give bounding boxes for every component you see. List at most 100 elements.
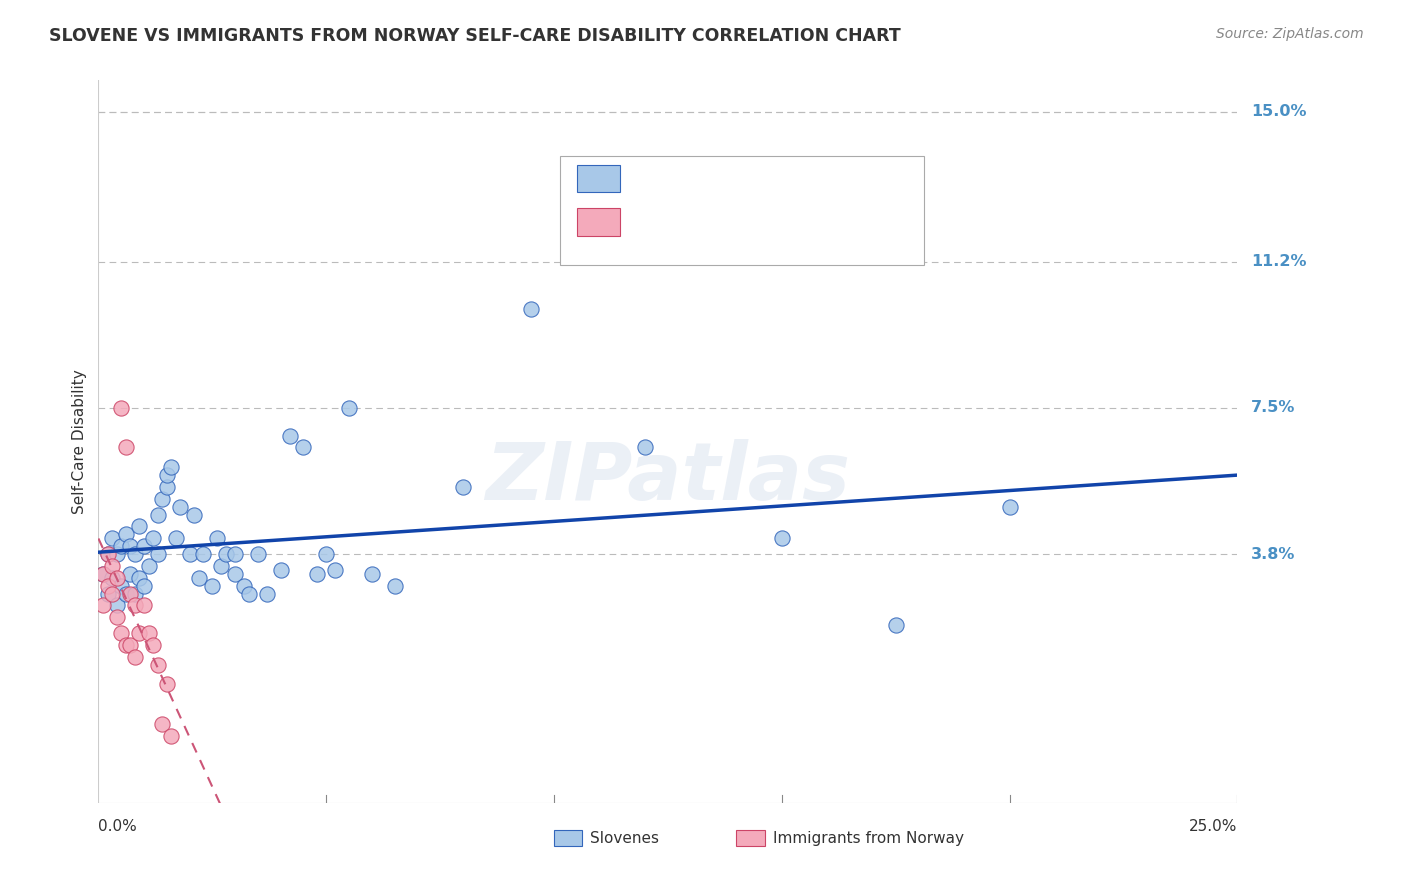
Point <box>150 491 173 506</box>
Point <box>165 531 187 545</box>
Point <box>105 571 128 585</box>
Text: ZIPatlas: ZIPatlas <box>485 439 851 516</box>
Point <box>120 566 142 581</box>
Point <box>998 500 1021 514</box>
Point <box>96 579 118 593</box>
Point <box>110 579 132 593</box>
Point <box>451 480 474 494</box>
Point <box>138 558 160 573</box>
Point <box>91 566 114 581</box>
Point <box>101 571 124 585</box>
Text: R = 0.055    N = 58: R = 0.055 N = 58 <box>631 169 807 187</box>
Point <box>128 571 150 585</box>
Point <box>101 531 124 545</box>
Point <box>105 547 128 561</box>
Point <box>146 508 169 522</box>
FancyBboxPatch shape <box>554 830 582 847</box>
Text: Slovenes: Slovenes <box>591 830 659 846</box>
Point <box>128 519 150 533</box>
Point <box>209 558 232 573</box>
Text: Immigrants from Norway: Immigrants from Norway <box>773 830 963 846</box>
Point <box>884 618 907 632</box>
Point <box>224 547 246 561</box>
Text: 25.0%: 25.0% <box>1189 819 1237 834</box>
Text: SLOVENE VS IMMIGRANTS FROM NORWAY SELF-CARE DISABILITY CORRELATION CHART: SLOVENE VS IMMIGRANTS FROM NORWAY SELF-C… <box>49 27 901 45</box>
Point <box>156 468 179 483</box>
Point <box>520 302 543 317</box>
Point <box>96 547 118 561</box>
Point <box>124 547 146 561</box>
Point <box>246 547 269 561</box>
Point <box>142 638 165 652</box>
Point <box>179 547 201 561</box>
Point <box>770 531 793 545</box>
FancyBboxPatch shape <box>560 156 924 265</box>
Point <box>91 566 114 581</box>
Point <box>124 599 146 613</box>
Point <box>278 428 301 442</box>
Point <box>205 531 228 545</box>
Point <box>156 480 179 494</box>
Point <box>105 610 128 624</box>
Text: 15.0%: 15.0% <box>1251 104 1306 120</box>
Point <box>215 547 238 561</box>
Point <box>183 508 205 522</box>
FancyBboxPatch shape <box>576 165 620 193</box>
Point <box>101 586 124 600</box>
Text: 0.0%: 0.0% <box>98 819 138 834</box>
Point <box>337 401 360 415</box>
FancyBboxPatch shape <box>737 830 765 847</box>
Y-axis label: Self-Care Disability: Self-Care Disability <box>72 369 87 514</box>
Point <box>110 626 132 640</box>
Point <box>114 638 136 652</box>
Text: 11.2%: 11.2% <box>1251 254 1306 269</box>
Point <box>132 599 155 613</box>
Point <box>110 401 132 415</box>
Text: R = 0.046    N = 24: R = 0.046 N = 24 <box>631 213 807 231</box>
Point <box>292 441 315 455</box>
Point <box>150 716 173 731</box>
Point <box>124 586 146 600</box>
Point <box>238 586 260 600</box>
Point <box>110 539 132 553</box>
Text: 3.8%: 3.8% <box>1251 547 1295 562</box>
Point <box>634 441 657 455</box>
FancyBboxPatch shape <box>576 208 620 235</box>
Point <box>124 649 146 664</box>
Point <box>360 566 382 581</box>
Point <box>315 547 337 561</box>
Point <box>160 460 183 475</box>
Point <box>114 441 136 455</box>
Point <box>193 547 215 561</box>
Point <box>187 571 209 585</box>
Point <box>146 547 169 561</box>
Point <box>384 579 406 593</box>
Point <box>96 547 118 561</box>
Point <box>101 558 124 573</box>
Point <box>120 539 142 553</box>
Point <box>91 599 114 613</box>
Point <box>307 566 329 581</box>
Point <box>138 626 160 640</box>
Text: Source: ZipAtlas.com: Source: ZipAtlas.com <box>1216 27 1364 41</box>
Point <box>132 539 155 553</box>
Point <box>96 586 118 600</box>
Point <box>132 579 155 593</box>
Point <box>114 586 136 600</box>
Text: 7.5%: 7.5% <box>1251 401 1295 416</box>
Point <box>146 657 169 672</box>
Point <box>233 579 256 593</box>
Point <box>142 531 165 545</box>
Point <box>156 677 179 691</box>
Point <box>114 527 136 541</box>
Point <box>120 638 142 652</box>
Point <box>160 729 183 743</box>
Point <box>270 563 292 577</box>
Point <box>224 566 246 581</box>
Point <box>105 599 128 613</box>
Point <box>256 586 278 600</box>
Point <box>323 563 346 577</box>
Point <box>201 579 224 593</box>
Point <box>169 500 191 514</box>
Point <box>128 626 150 640</box>
